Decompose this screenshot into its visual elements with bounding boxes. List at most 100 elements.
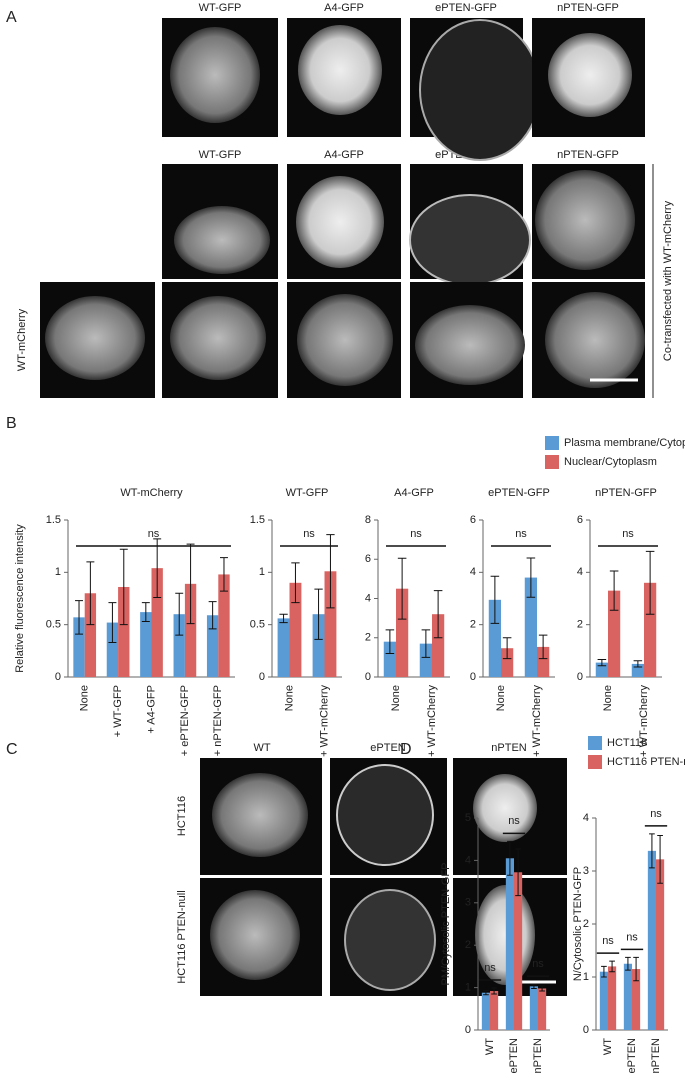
x-tick-label: + nPTEN-GFP [212,685,224,756]
x-tick-label: + WT-mCherry [531,685,543,757]
x-tick-label: None [602,685,614,711]
y-tick-label: 0 [470,671,476,683]
y-tick-label: 2 [577,619,583,631]
y-tick-label: 0 [583,1024,589,1036]
bar [488,599,501,677]
annotation: ns [515,528,527,540]
bar [151,568,163,677]
error-bar [108,602,117,643]
y-tick-label: 2 [365,632,371,644]
y-tick-label: 8 [365,514,371,526]
error-bar [421,629,431,658]
annotation: ns [484,962,496,974]
y-tick-label: 4 [583,812,589,824]
bar [505,858,514,1030]
column-label: A4-GFP [324,2,364,14]
legend-label: HCT116 PTEN-null [607,756,685,768]
x-tick-label: ePTEN [508,1038,520,1074]
cell [296,176,384,268]
y-tick-label: 6 [365,553,371,565]
bar [218,574,230,677]
legend-label: Nuclear/Cytoplasm [564,456,657,468]
error-bar [633,660,643,668]
row-label: HCT116 PTEN-null [176,890,188,983]
error-bar [515,848,521,897]
annotation: ns [626,931,638,943]
x-tick-label: None [495,685,507,711]
y-tick-label: 3 [583,865,589,877]
bar [419,643,432,677]
annotation: ns [622,528,634,540]
y-tick-label: 5 [465,812,471,824]
error-bar [153,538,162,598]
panel-label: C [6,741,18,758]
panel-label: B [6,415,17,432]
column-label: ePTEN [370,742,406,754]
y-tick-label: 0 [259,671,265,683]
micrographs-a [40,18,645,398]
y-tick-label: 1.5 [46,514,61,526]
bar [644,582,657,677]
bar [514,872,523,1030]
cell [298,25,382,115]
y-tick-label: 1 [55,566,61,578]
bar [73,617,85,677]
x-tick-label: WT [484,1038,496,1055]
bar [481,992,490,1030]
y-tick-label: 0 [365,671,371,683]
x-tick-label: + WT-mCherry [426,685,438,757]
error-bar [539,985,545,992]
error-bar [633,956,639,982]
error-bar [531,983,537,989]
cell [409,194,531,286]
y-tick-label: 4 [577,566,583,578]
cell [170,27,260,123]
bar [632,969,641,1030]
legend-label: HCT116 [607,737,647,749]
bar [529,986,538,1030]
bar [608,966,617,1030]
x-tick-label: + WT-mCherry [318,685,330,757]
cell [174,206,270,274]
row-label: WT-mCherry [16,308,28,371]
y-tick-label: 2 [465,939,471,951]
column-label: ePTEN-GFP [435,2,497,14]
annotation: ns [303,528,315,540]
y-tick-label: 2 [583,918,589,930]
legend-swatch [588,755,602,769]
x-tick-label: + WT-GFP [112,685,124,737]
column-label: WT-GFP [199,149,242,161]
bar [106,622,119,677]
error-bar [433,590,443,639]
y-axis-label: PM/Cytosolic PTEN-GFP [440,863,452,986]
cell [170,296,266,380]
chart-title: nPTEN-GFP [595,487,657,499]
error-bar [601,965,607,978]
bar [383,641,396,677]
error-bar [86,561,95,626]
y-tick-label: 1 [259,566,265,578]
error-bar [385,629,395,654]
error-bar [649,833,655,869]
y-tick-label: 4 [470,566,476,578]
bar [647,850,656,1030]
cell [45,296,145,380]
row-label: HCT116 [176,796,188,836]
bar [206,615,219,677]
error-bar [75,600,83,635]
y-tick-label: 4 [365,592,371,604]
bar [538,988,547,1030]
cell [535,170,635,270]
bar [324,571,337,677]
cell [210,890,300,980]
bar [289,582,302,677]
error-bar [657,834,663,884]
x-tick-label: nPTEN [532,1038,544,1074]
error-bar [483,990,489,996]
y-tick-label: 1 [465,982,471,994]
error-bar [220,557,228,592]
error-bar [279,613,288,624]
x-tick-label: + ePTEN-GFP [179,685,191,756]
x-tick-label: None [79,685,91,711]
